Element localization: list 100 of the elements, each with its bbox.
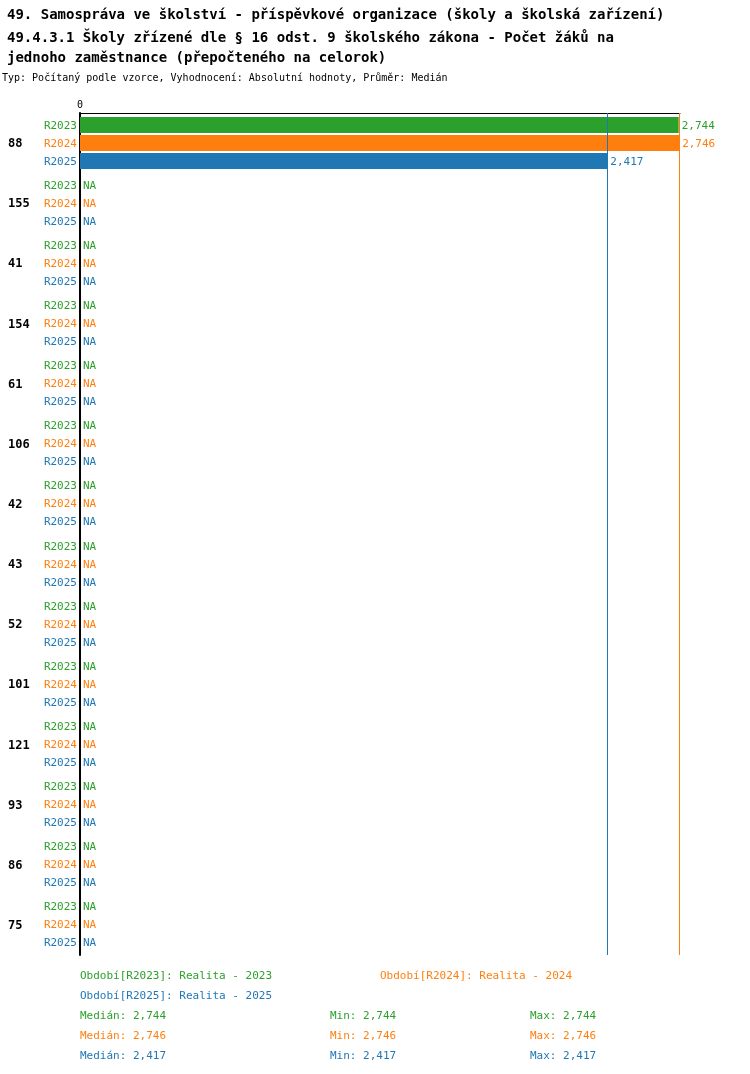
text: R2025	[43, 274, 77, 288]
text: R2025	[43, 876, 77, 890]
text: R2025	[43, 635, 77, 649]
text: Období[R2023]: Realita - 2023	[80, 969, 273, 982]
text: R2023	[43, 659, 77, 673]
text: NA	[83, 575, 97, 589]
text: Min: 2,417	[330, 1049, 397, 1062]
text: NA	[83, 840, 97, 854]
text: Období[R2024]: Realita - 2024	[380, 969, 573, 982]
text: Období[R2025]: Realita - 2025	[80, 989, 273, 1002]
text: R2024	[43, 738, 77, 751]
series-label: R2023	[43, 118, 77, 132]
data-label: 2,746	[682, 136, 716, 150]
series-label: R2024	[43, 136, 78, 150]
text: Max: 2,417	[530, 1049, 597, 1062]
y-tick-label: 43	[8, 557, 23, 572]
text: R2023	[43, 238, 77, 252]
text: R2024	[43, 437, 77, 451]
text: NA	[83, 196, 97, 210]
text: NA	[83, 617, 97, 631]
y-tick-label: 155	[8, 196, 30, 211]
text: NA	[83, 497, 97, 511]
text: NA	[83, 274, 97, 288]
text: R2025	[43, 816, 77, 830]
text: Max: 2,744	[530, 1009, 597, 1022]
text: R2024	[43, 557, 77, 571]
text: NA	[83, 900, 97, 914]
text: NA	[83, 918, 97, 932]
text: R2023	[43, 539, 77, 553]
text: NA	[83, 876, 97, 890]
text: NA	[83, 557, 97, 571]
text: R2023	[43, 840, 77, 854]
text: R2024	[43, 317, 77, 330]
text: Min: 2,746	[330, 1029, 397, 1042]
text: NA	[83, 419, 97, 433]
text: 0	[76, 98, 84, 110]
text: R2023	[43, 419, 77, 433]
text: NA	[83, 178, 97, 192]
text: NA	[83, 299, 97, 312]
text: R2024	[43, 858, 77, 872]
text: Typ: Počítaný podle vzorce, Vyhodnocení: Absolutní hodnoty, Průměr: Medián	[2, 71, 448, 83]
text: R2023	[43, 720, 77, 733]
text: NA	[83, 635, 97, 649]
chart-title: 49. Samospráva ve školství - příspěvkové organizace (školy a školská zařízení)	[7, 6, 665, 22]
text: NA	[83, 214, 97, 228]
text: Min: 2,744	[330, 1009, 397, 1022]
y-tick-label: 86	[8, 857, 23, 872]
text: NA	[83, 377, 97, 391]
text: NA	[83, 539, 97, 553]
data-label: 2,744	[681, 118, 716, 132]
text: NA	[83, 756, 97, 769]
text: R2025	[43, 936, 77, 950]
y-tick-label: 42	[8, 496, 23, 511]
series-label: R2025	[43, 154, 77, 168]
y-tick-label: 52	[8, 617, 23, 632]
text: R2025	[43, 515, 77, 529]
text: NA	[83, 437, 97, 451]
y-tick-label: 101	[8, 677, 30, 692]
text: NA	[83, 359, 97, 373]
text: R2025	[43, 455, 77, 469]
text: R2024	[43, 256, 77, 270]
y-tick-label: 88	[8, 136, 23, 151]
text: R2023	[43, 359, 77, 373]
text: R2023	[43, 599, 77, 613]
text: NA	[83, 720, 97, 733]
text: NA	[83, 738, 97, 751]
text: R2025	[43, 335, 77, 348]
text: R2024	[43, 497, 77, 511]
text: NA	[83, 798, 97, 812]
text: R2024	[43, 377, 77, 391]
text: NA	[83, 936, 97, 950]
text: Medián: 2,417	[80, 1049, 167, 1062]
text: Medián: 2,746	[80, 1029, 167, 1042]
text: NA	[83, 858, 97, 872]
text: R2024	[43, 918, 77, 932]
text: Max: 2,746	[530, 1029, 597, 1042]
text: NA	[83, 659, 97, 673]
text: NA	[83, 479, 97, 493]
text: R2024	[43, 798, 77, 812]
y-tick-label: 93	[8, 797, 23, 812]
text: R2024	[43, 196, 77, 210]
text: R2025	[43, 756, 77, 769]
text: R2025	[43, 395, 77, 409]
text: NA	[83, 816, 97, 830]
chart-subtitle: 49.4.3.1 Školy zřízené dle § 16 odst. 9 školského zákona - Počet žáků na jednoho zaměstnance (přepočteného na celorok)	[7, 28, 623, 65]
data-label: 2,417	[610, 154, 644, 168]
text: R2023	[43, 900, 77, 914]
y-tick-label: 121	[8, 737, 30, 752]
text: R2024	[43, 617, 77, 631]
text: NA	[83, 515, 97, 529]
text: NA	[83, 695, 97, 709]
text: R2023	[43, 178, 77, 192]
text: R2025	[43, 575, 77, 589]
text: R2023	[43, 299, 77, 312]
text: Medián: 2,744	[80, 1009, 167, 1022]
y-tick-label: 75	[8, 917, 23, 932]
text: NA	[83, 395, 97, 409]
y-tick-label: 61	[8, 376, 23, 391]
y-tick-label: 154	[8, 316, 30, 331]
text: R2024	[43, 677, 77, 691]
